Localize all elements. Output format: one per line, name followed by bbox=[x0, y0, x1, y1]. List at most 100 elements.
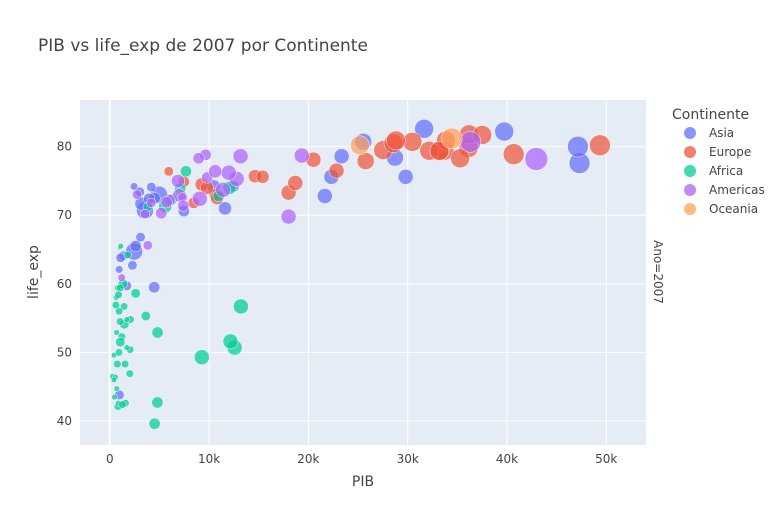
y-tick-label: 60 bbox=[57, 277, 72, 291]
data-point[interactable] bbox=[148, 281, 161, 294]
data-point[interactable] bbox=[402, 132, 423, 152]
data-point[interactable] bbox=[316, 188, 333, 204]
chart-title: PIB vs life_exp de 2007 por Continente bbox=[38, 36, 368, 56]
data-point[interactable] bbox=[116, 317, 125, 326]
legend-label: Africa bbox=[709, 164, 743, 178]
data-point[interactable] bbox=[113, 360, 122, 369]
data-point[interactable] bbox=[450, 148, 470, 169]
data-point[interactable] bbox=[146, 197, 157, 208]
data-point[interactable] bbox=[117, 242, 124, 250]
series-americas bbox=[117, 131, 548, 282]
data-point[interactable] bbox=[191, 190, 208, 207]
data-point[interactable] bbox=[397, 168, 414, 185]
data-point[interactable] bbox=[218, 201, 232, 216]
data-point[interactable] bbox=[132, 189, 143, 200]
y-tick-label: 80 bbox=[57, 140, 72, 154]
data-point[interactable] bbox=[208, 164, 223, 179]
data-point[interactable] bbox=[524, 147, 548, 171]
data-point[interactable] bbox=[567, 135, 589, 158]
data-point[interactable] bbox=[120, 302, 129, 311]
data-point[interactable] bbox=[494, 121, 515, 142]
data-point[interactable] bbox=[293, 147, 310, 164]
data-point[interactable] bbox=[111, 393, 118, 401]
data-point[interactable] bbox=[180, 165, 192, 178]
data-point[interactable] bbox=[155, 207, 168, 220]
data-point[interactable] bbox=[116, 283, 125, 292]
data-point[interactable] bbox=[123, 344, 130, 351]
data-point[interactable] bbox=[222, 333, 239, 350]
data-point[interactable] bbox=[280, 208, 297, 225]
data-point[interactable] bbox=[129, 182, 139, 191]
data-point[interactable] bbox=[459, 131, 482, 153]
legend-items: Asia Europe Africa Americas Oceania bbox=[684, 126, 765, 216]
data-point[interactable] bbox=[215, 182, 231, 198]
data-point[interactable] bbox=[115, 337, 126, 348]
legend-item-americas[interactable]: Americas bbox=[684, 183, 765, 197]
data-point[interactable] bbox=[130, 288, 141, 299]
data-point[interactable] bbox=[502, 143, 525, 165]
data-point[interactable] bbox=[114, 290, 123, 299]
data-point[interactable] bbox=[255, 169, 270, 184]
data-point[interactable] bbox=[414, 119, 434, 139]
legend-marker bbox=[684, 184, 696, 196]
legend-marker bbox=[684, 203, 696, 215]
data-point[interactable] bbox=[333, 148, 350, 165]
data-point[interactable] bbox=[113, 385, 120, 392]
data-point[interactable] bbox=[110, 376, 118, 383]
data-point[interactable] bbox=[151, 326, 164, 339]
x-tick-label: 10k bbox=[198, 452, 220, 466]
data-point[interactable] bbox=[146, 182, 157, 193]
x-tick-label: 50k bbox=[595, 452, 617, 466]
y-tick-label: 40 bbox=[57, 414, 72, 428]
x-tick-label: 30k bbox=[397, 452, 419, 466]
x-tick-label: 40k bbox=[496, 452, 518, 466]
legend-marker bbox=[684, 165, 696, 177]
legend-item-africa[interactable]: Africa bbox=[684, 164, 743, 178]
data-point[interactable] bbox=[160, 196, 173, 209]
data-point[interactable] bbox=[123, 316, 130, 323]
data-point[interactable] bbox=[589, 134, 611, 156]
y-tick-label: 70 bbox=[57, 208, 72, 222]
data-point[interactable] bbox=[193, 349, 210, 366]
legend-item-oceania[interactable]: Oceania bbox=[684, 202, 758, 216]
legend-item-europe[interactable]: Europe bbox=[684, 145, 751, 159]
data-point[interactable] bbox=[140, 208, 151, 219]
data-point[interactable] bbox=[135, 232, 146, 243]
legend: Continente Asia Europe Africa Americas Ocean… bbox=[672, 107, 765, 216]
legend-title: Continente bbox=[672, 107, 749, 123]
data-point[interactable] bbox=[129, 240, 142, 253]
data-point[interactable] bbox=[125, 369, 134, 378]
legend-label: Asia bbox=[709, 126, 734, 140]
data-point[interactable] bbox=[127, 260, 138, 271]
data-point[interactable] bbox=[142, 240, 153, 251]
data-point[interactable] bbox=[121, 360, 130, 369]
data-point[interactable] bbox=[177, 199, 190, 212]
data-point[interactable] bbox=[356, 152, 375, 170]
data-point[interactable] bbox=[111, 301, 120, 310]
data-point[interactable] bbox=[287, 175, 304, 191]
data-point[interactable] bbox=[350, 135, 370, 156]
data-point[interactable] bbox=[171, 174, 185, 188]
data-point[interactable] bbox=[328, 162, 345, 179]
y-tick-label: 50 bbox=[57, 345, 72, 359]
series-oceania bbox=[350, 127, 463, 156]
data-point[interactable] bbox=[117, 273, 126, 282]
facet-label: Ano=2007 bbox=[651, 240, 665, 304]
legend-item-asia[interactable]: Asia bbox=[684, 126, 734, 140]
data-point[interactable] bbox=[113, 329, 120, 336]
data-point[interactable] bbox=[118, 400, 127, 409]
data-point[interactable] bbox=[386, 130, 406, 151]
data-points bbox=[109, 119, 611, 430]
data-point[interactable] bbox=[220, 164, 237, 181]
data-point[interactable] bbox=[192, 152, 205, 165]
data-point[interactable] bbox=[114, 348, 124, 357]
data-point[interactable] bbox=[151, 396, 164, 409]
data-point[interactable] bbox=[148, 417, 161, 430]
data-point[interactable] bbox=[233, 298, 249, 315]
data-point[interactable] bbox=[140, 311, 151, 322]
data-point[interactable] bbox=[163, 166, 174, 177]
data-point[interactable] bbox=[441, 127, 463, 150]
data-point[interactable] bbox=[232, 148, 249, 165]
data-point[interactable] bbox=[115, 265, 124, 274]
data-point[interactable] bbox=[123, 250, 132, 260]
